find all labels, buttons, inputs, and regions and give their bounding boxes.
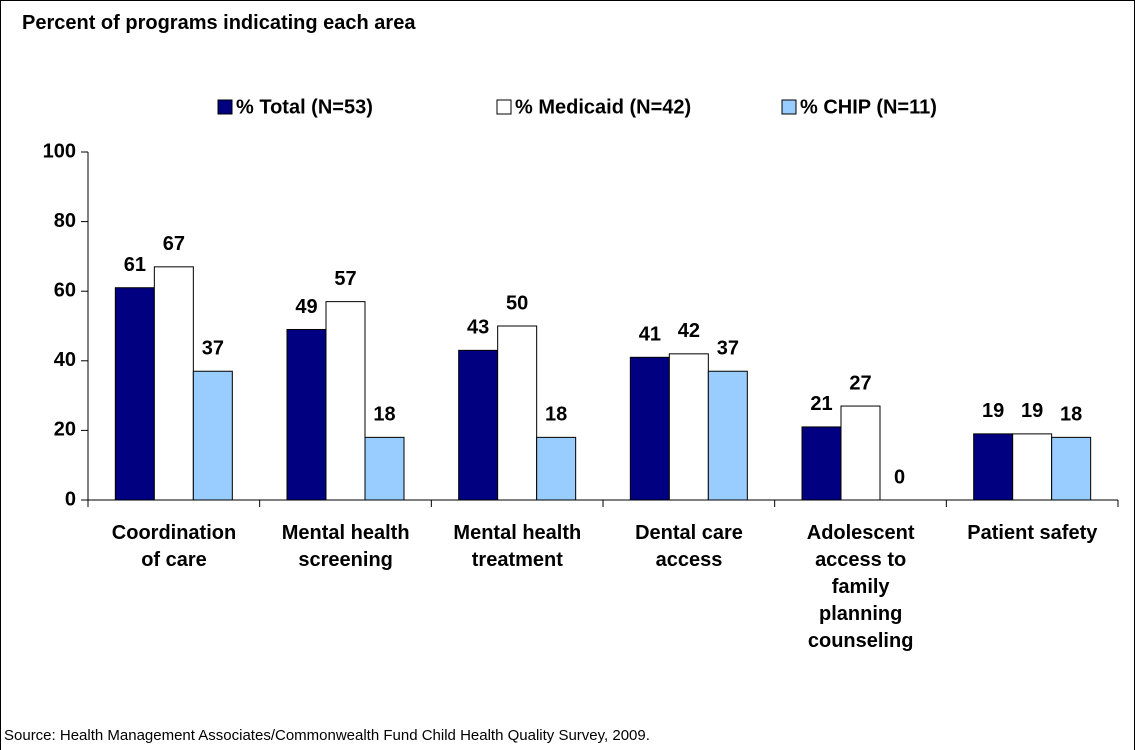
x-tick-label: Mental health treatment <box>453 522 582 571</box>
data-label: 0 <box>894 466 905 488</box>
data-label: 18 <box>545 404 567 426</box>
bar <box>325 301 366 501</box>
legend-swatch <box>496 99 512 115</box>
y-tick-label: 0 <box>65 488 76 510</box>
legend-swatch <box>781 99 797 115</box>
bar <box>707 370 748 501</box>
y-tick-label: 20 <box>54 419 76 441</box>
bar <box>364 436 405 501</box>
data-label: 50 <box>506 292 528 314</box>
data-label: 61 <box>124 254 146 276</box>
bar <box>973 433 1014 501</box>
bar <box>840 405 881 501</box>
y-tick-label: 60 <box>54 279 76 301</box>
bar <box>114 287 155 501</box>
data-label: 27 <box>849 372 871 394</box>
data-label: 18 <box>373 404 395 426</box>
chart-title: Percent of programs indicating each area <box>22 12 416 34</box>
data-label: 42 <box>678 320 700 342</box>
bar <box>286 328 327 501</box>
data-label: 21 <box>810 393 832 415</box>
bar <box>668 353 709 501</box>
bar <box>153 266 194 501</box>
bar <box>458 349 499 501</box>
data-label: 41 <box>639 324 661 346</box>
source-note: Source: Health Management Associates/Com… <box>4 727 650 744</box>
legend-label: % CHIP (N=11) <box>800 96 937 118</box>
legend-swatch <box>217 99 233 115</box>
data-label: 57 <box>334 268 356 290</box>
x-tick-label: Coordination of care <box>111 522 237 571</box>
data-label: 19 <box>982 400 1004 422</box>
y-tick-label: 100 <box>43 140 76 162</box>
x-tick-label: Patient safety <box>967 522 1098 544</box>
x-tick-label: Adolescent access to family planning cou… <box>806 522 915 652</box>
data-label: 49 <box>295 296 317 318</box>
bar <box>497 325 538 501</box>
data-label: 19 <box>1021 400 1043 422</box>
bar <box>192 370 233 501</box>
y-tick-label: 40 <box>54 349 76 371</box>
data-label: 43 <box>467 317 489 339</box>
legend-label: % Medicaid (N=42) <box>515 96 691 118</box>
legend-label: % Total (N=53) <box>236 96 373 118</box>
x-tick-label: Dental care access <box>635 522 743 571</box>
bar <box>1012 433 1053 501</box>
data-label: 18 <box>1060 404 1082 426</box>
bar <box>536 436 577 501</box>
data-label: 67 <box>163 233 185 255</box>
x-tick-label: Mental health screening <box>281 522 410 571</box>
data-label: 37 <box>202 338 224 360</box>
bar <box>1051 436 1092 501</box>
bar <box>629 356 670 501</box>
y-tick-label: 80 <box>54 210 76 232</box>
data-label: 37 <box>717 338 739 360</box>
bar <box>801 426 842 501</box>
